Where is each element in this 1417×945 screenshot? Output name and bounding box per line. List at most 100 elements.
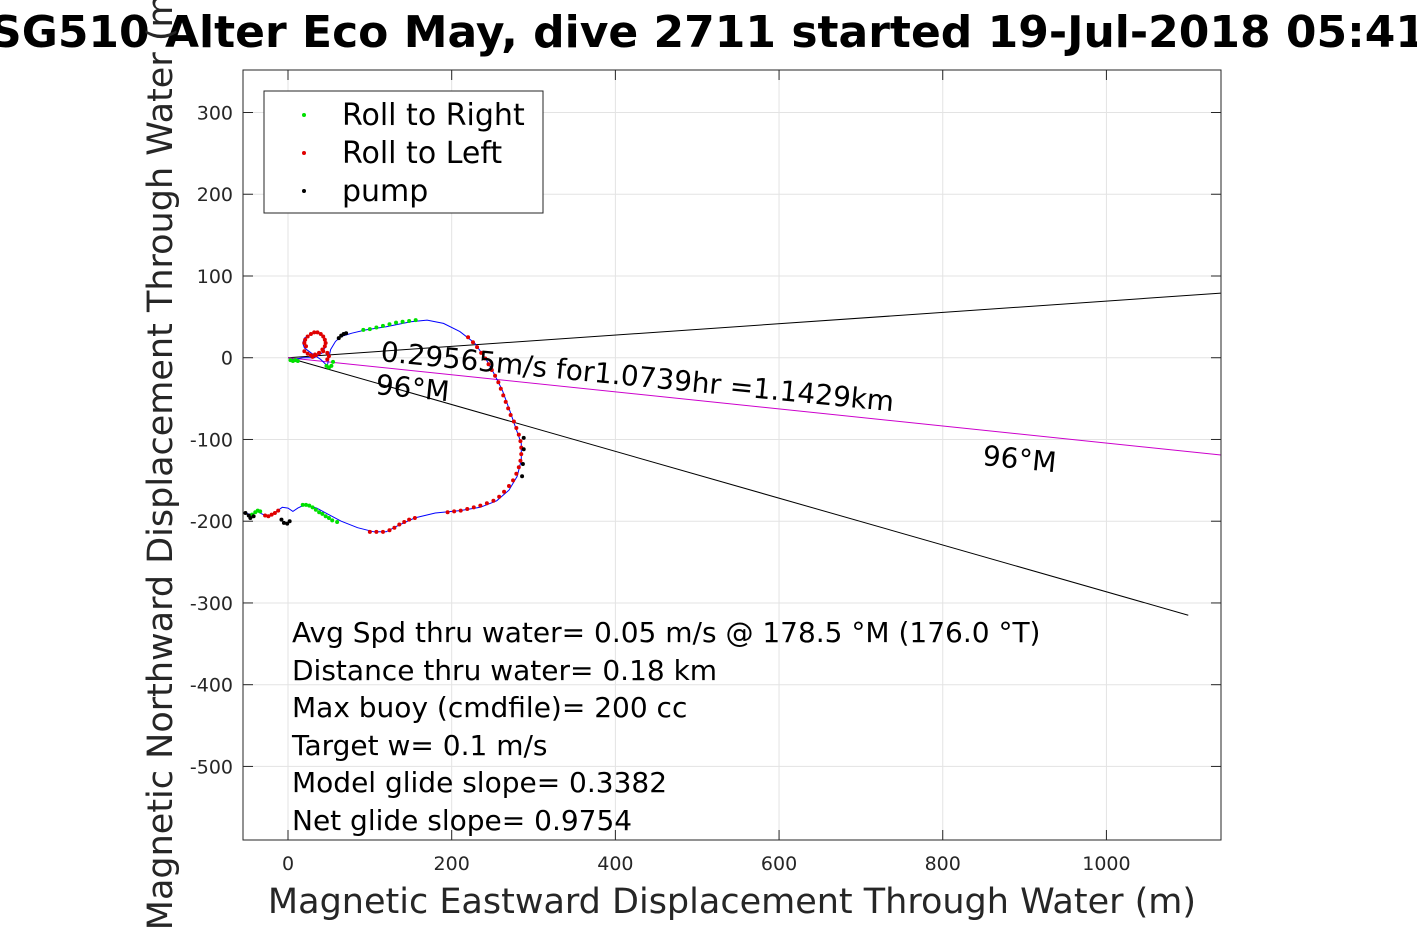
marker-roll-to-left [516, 432, 521, 437]
y-tick-label: 0 [221, 348, 233, 370]
y-tick-label: 300 [197, 103, 233, 125]
y-tick-label: 200 [197, 184, 233, 206]
marker-roll-to-left [445, 510, 450, 515]
reference-line-1 [287, 292, 1221, 359]
marker-roll-to-right [310, 505, 315, 510]
stat-model-glide: Model glide slope= 0.3382 [292, 766, 667, 799]
reference-line-3 [287, 357, 1221, 456]
x-tick-label: 0 [282, 853, 294, 875]
marker-roll-to-left [506, 484, 511, 489]
ticks: 0 200 400 600 800 10003002001000-100-200-300-… [190, 70, 1221, 875]
marker-pump [243, 511, 248, 516]
x-tick-label: 600 [761, 853, 797, 875]
marker-pump [285, 521, 290, 526]
marker-roll-to-left [387, 528, 392, 533]
y-tick-label: -300 [190, 593, 233, 615]
x-tick-label: 400 [597, 853, 633, 875]
marker-roll-to-left [452, 509, 457, 514]
marker-roll-to-left [374, 529, 379, 534]
marker-roll-to-left [263, 513, 268, 518]
marker-roll-to-left [308, 353, 313, 358]
heading-annotation-far: 96°M [981, 439, 1058, 479]
marker-roll-to-left [312, 330, 317, 335]
marker-roll-to-left [272, 511, 277, 516]
marker-pump [251, 514, 256, 519]
marker-roll-to-left [514, 426, 519, 431]
marker-roll-to-left [322, 344, 327, 349]
marker-pump [520, 474, 525, 479]
marker-roll-to-left [497, 494, 502, 499]
marker-roll-to-left [317, 350, 322, 355]
marker-roll-to-right [374, 325, 379, 330]
marker-roll-to-left [380, 529, 385, 534]
marker-roll-to-right [320, 511, 325, 516]
marker-roll-to-left [321, 349, 326, 354]
marker-roll-to-right [304, 502, 309, 507]
marker-roll-to-left [471, 505, 476, 510]
y-tick-label: -200 [190, 511, 233, 533]
marker-roll-to-right [295, 358, 300, 363]
marker-roll-to-left [318, 332, 323, 337]
legend-label-pump: pump [342, 174, 428, 209]
marker-roll-to-left [458, 508, 463, 513]
y-tick-label: 100 [197, 266, 233, 288]
marker-roll-to-left [486, 362, 491, 367]
marker-roll-to-left [325, 357, 330, 362]
marker-roll-to-left [465, 506, 470, 511]
y-tick-label: -100 [190, 429, 233, 451]
marker-pump [521, 435, 526, 440]
marker-roll-to-left [397, 522, 402, 527]
marker-roll-to-right [326, 515, 331, 520]
marker-roll-to-right [380, 323, 385, 328]
marker-roll-to-right [313, 507, 318, 512]
marker-roll-to-right [335, 520, 340, 525]
marker-pump [344, 331, 349, 336]
marker-roll-to-left [305, 351, 310, 356]
marker-roll-to-right [329, 363, 334, 368]
marker-pump [521, 447, 526, 452]
marker-roll-to-left [511, 478, 516, 483]
stat-distance: Distance thru water= 0.18 km [292, 654, 717, 687]
stat-max-buoy: Max buoy (cmdfile)= 200 cc [292, 691, 687, 724]
legend-box [263, 90, 544, 214]
reference-line-2 [287, 357, 1189, 616]
marker-roll-to-left [496, 380, 501, 385]
marker-roll-to-left [491, 498, 496, 503]
marker-roll-to-left [302, 349, 307, 354]
stat-net-glide: Net glide slope= 0.9754 [292, 804, 632, 837]
marker-pump [287, 519, 292, 524]
marker-roll-to-left [323, 341, 328, 346]
marker-roll-to-right [323, 514, 328, 519]
marker-roll-to-left [479, 350, 484, 355]
marker-roll-to-left [325, 350, 330, 355]
legend-label-roll-right: Roll to Right [342, 98, 525, 133]
marker-pump [248, 515, 253, 520]
marker-roll-to-right [400, 319, 405, 324]
marker-pump [336, 336, 341, 341]
marker-roll-to-left [516, 465, 521, 470]
marker-roll-to-left [484, 501, 489, 506]
marker-roll-to-left [392, 525, 397, 530]
legend-label-roll-left: Roll to Left [342, 136, 502, 171]
marker-roll-to-left [305, 334, 310, 339]
marker-roll-to-left [493, 373, 498, 378]
marker-roll-to-right [387, 322, 392, 327]
axes-box [242, 69, 1222, 841]
stat-target-w: Target w= 0.1 m/s [291, 729, 548, 762]
marker-roll-to-left [518, 458, 523, 463]
marker-roll-to-left [475, 345, 480, 350]
x-axis-label: Magnetic Eastward Displacement Through W… [268, 882, 1196, 922]
marker-roll-to-left [518, 439, 523, 444]
marker-roll-to-right [300, 502, 305, 507]
y-axis-label: Magnetic Northward Displacement Through … [141, 0, 181, 930]
marker-roll-to-left [367, 529, 372, 534]
marker-roll-to-left [315, 330, 320, 335]
chart-title: SG510 Alter Eco May, dive 2711 started 1… [0, 7, 1417, 58]
marker-roll-to-left [508, 412, 513, 417]
grid [243, 70, 1221, 840]
legend-marker-roll-left [302, 151, 306, 155]
plot-content [243, 292, 1221, 616]
marker-roll-to-left [266, 514, 271, 519]
marker-roll-to-right [331, 359, 336, 364]
